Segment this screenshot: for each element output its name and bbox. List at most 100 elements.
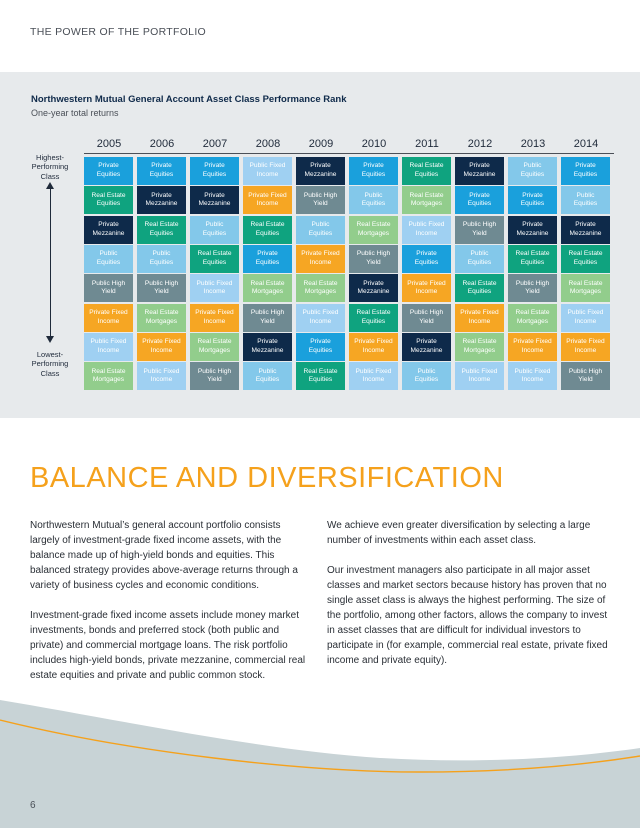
rank-cell: Real Estate Mortgages	[243, 274, 292, 303]
section-heading: BALANCE AND DIVERSIFICATION	[30, 462, 504, 494]
rank-cell: Public High Yield	[561, 362, 610, 391]
rank-cell: Private Mezzanine	[508, 215, 557, 244]
rank-cell: Public Equities	[84, 244, 133, 273]
rank-cell: Public Equities	[243, 362, 292, 391]
right-paragraph-2: Our investment managers also participate…	[327, 565, 608, 666]
rank-cell: Private Equities	[402, 244, 451, 273]
year-label-2012: 2012	[467, 138, 493, 150]
year-label-2010: 2010	[361, 138, 387, 150]
left-paragraph-1: Northwestern Mutual’s general account po…	[30, 520, 298, 591]
rank-cell: Real Estate Mortgages	[455, 332, 504, 361]
rank-cell: Public Equities	[190, 215, 239, 244]
rank-cell: Public Fixed Income	[402, 215, 451, 244]
rank-cell: Real Estate Equities	[243, 215, 292, 244]
left-paragraph-2: Investment-grade fixed income assets inc…	[30, 610, 306, 681]
year-label-2013: 2013	[520, 138, 546, 150]
page-number: 6	[30, 800, 36, 811]
rank-cell: Private Mezzanine	[190, 186, 239, 215]
rank-cell: Private Equities	[243, 244, 292, 273]
rank-cell: Private Mezzanine	[84, 215, 133, 244]
rank-cell: Public Equities	[561, 186, 610, 215]
rank-cell: Real Estate Mortgages	[508, 303, 557, 332]
rank-cell: Public Fixed Income	[455, 362, 504, 391]
footer-wave-fill	[0, 700, 640, 828]
rank-cell: Private Equities	[349, 157, 398, 185]
lowest-performing-label: Lowest- Performing Class	[31, 350, 69, 378]
rank-cell: Private Mezzanine	[455, 157, 504, 185]
rank-cell: Real Estate Equities	[137, 215, 186, 244]
rank-cell: Private Mezzanine	[296, 157, 345, 185]
rank-cell: Public Equities	[349, 186, 398, 215]
rank-cell: Private Fixed Income	[508, 332, 557, 361]
footer-wave	[0, 700, 640, 828]
rank-cell: Real Estate Mortgages	[296, 274, 345, 303]
rank-cell: Real Estate Equities	[190, 244, 239, 273]
rank-cell: Real Estate Mortgages	[84, 362, 133, 391]
rank-cell: Private Equities	[190, 157, 239, 185]
year-label-2008: 2008	[255, 138, 281, 150]
rank-cell: Private Fixed Income	[190, 303, 239, 332]
rank-cell: Real Estate Mortgages	[190, 332, 239, 361]
year-header-divider	[84, 153, 614, 154]
rank-cell: Real Estate Mortgages	[349, 215, 398, 244]
rank-cell: Public Fixed Income	[508, 362, 557, 391]
year-label-2014: 2014	[573, 138, 599, 150]
highest-performing-label: Highest- Performing Class	[31, 153, 69, 181]
rank-cell: Public High Yield	[243, 303, 292, 332]
rank-cell: Real Estate Equities	[455, 274, 504, 303]
rank-cell: Private Mezzanine	[402, 332, 451, 361]
rank-cell: Public Equities	[402, 362, 451, 391]
rank-cell: Real Estate Equities	[561, 244, 610, 273]
rank-cell: Real Estate Equities	[508, 244, 557, 273]
rank-cell: Real Estate Equities	[349, 303, 398, 332]
rank-cell: Private Mezzanine	[561, 215, 610, 244]
rank-cell: Public Equities	[296, 215, 345, 244]
rank-cell: Real Estate Mortgages	[137, 303, 186, 332]
arrow-up-icon	[46, 182, 54, 189]
rank-cell: Public High Yield	[190, 362, 239, 391]
rank-cell: Public Fixed Income	[561, 303, 610, 332]
rank-cell: Real Estate Equities	[84, 186, 133, 215]
rank-cell: Private Equities	[561, 157, 610, 185]
rank-cell: Public Equities	[508, 157, 557, 185]
rank-cell: Private Equities	[137, 157, 186, 185]
year-label-2005: 2005	[96, 138, 122, 150]
right-text-column: We achieve even greater diversification …	[327, 518, 609, 683]
rank-cell: Public Equities	[137, 244, 186, 273]
rank-cell: Private Equities	[296, 332, 345, 361]
rank-cell: Private Equities	[84, 157, 133, 185]
chart-title: Northwestern Mutual General Account Asse…	[31, 94, 347, 105]
rank-cell: Public Fixed Income	[190, 274, 239, 303]
year-label-2007: 2007	[202, 138, 228, 150]
rank-cell: Private Mezzanine	[349, 274, 398, 303]
rank-cell: Real Estate Mortgages	[561, 274, 610, 303]
rank-cell: Public High Yield	[455, 215, 504, 244]
rank-cell: Private Equities	[455, 186, 504, 215]
rank-cell: Public High Yield	[402, 303, 451, 332]
rank-cell: Public Fixed Income	[349, 362, 398, 391]
rank-cell: Private Fixed Income	[296, 244, 345, 273]
rank-cell: Real Estate Equities	[402, 157, 451, 185]
rank-arrow-line	[50, 188, 51, 336]
rank-cell: Real Estate Mortgages	[402, 186, 451, 215]
year-label-2009: 2009	[308, 138, 334, 150]
rank-cell: Private Equities	[508, 186, 557, 215]
rank-cell: Public Equities	[455, 244, 504, 273]
rank-cell: Private Fixed Income	[455, 303, 504, 332]
rank-cell: Public Fixed Income	[84, 332, 133, 361]
right-paragraph-1: We achieve even greater diversification …	[327, 520, 591, 546]
rank-cell: Private Fixed Income	[137, 332, 186, 361]
rank-cell: Public High Yield	[508, 274, 557, 303]
rank-cell: Real Estate Equities	[296, 362, 345, 391]
rank-cell: Private Fixed Income	[84, 303, 133, 332]
arrow-down-icon	[46, 336, 54, 343]
rank-cell: Private Mezzanine	[137, 186, 186, 215]
rank-cell: Public Fixed Income	[296, 303, 345, 332]
rank-cell: Public Fixed Income	[243, 157, 292, 185]
chart-subtitle: One-year total returns	[31, 108, 119, 118]
rank-cell: Public High Yield	[296, 186, 345, 215]
rank-cell: Private Fixed Income	[402, 274, 451, 303]
rank-cell: Public High Yield	[349, 244, 398, 273]
footer-wave-accent-line	[0, 719, 640, 773]
rank-cell: Private Fixed Income	[561, 332, 610, 361]
